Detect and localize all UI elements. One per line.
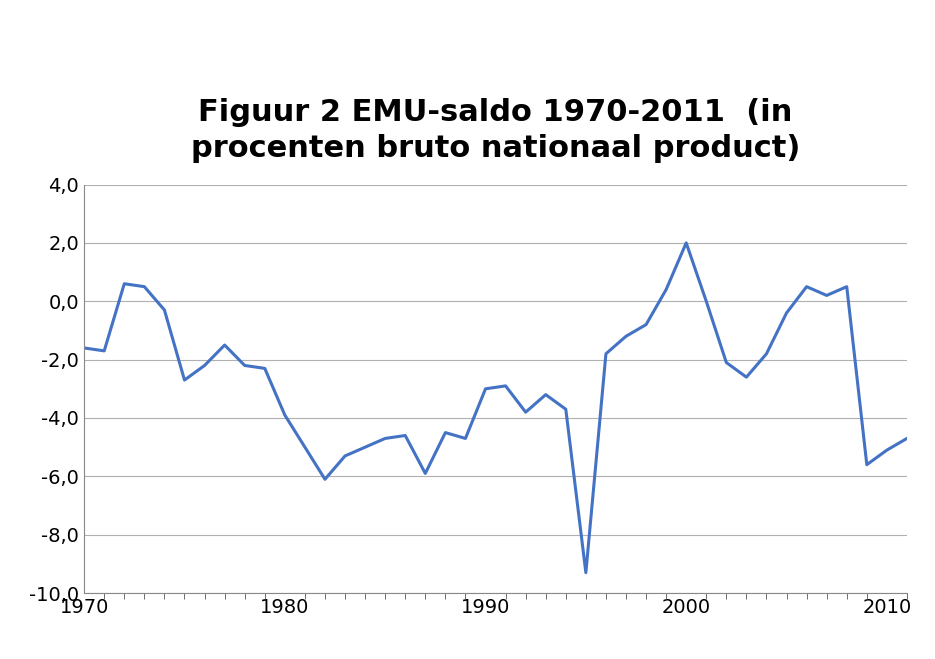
Title: Figuur 2 EMU-saldo 1970-2011  (in
procenten bruto nationaal product): Figuur 2 EMU-saldo 1970-2011 (in procent…: [191, 98, 800, 163]
